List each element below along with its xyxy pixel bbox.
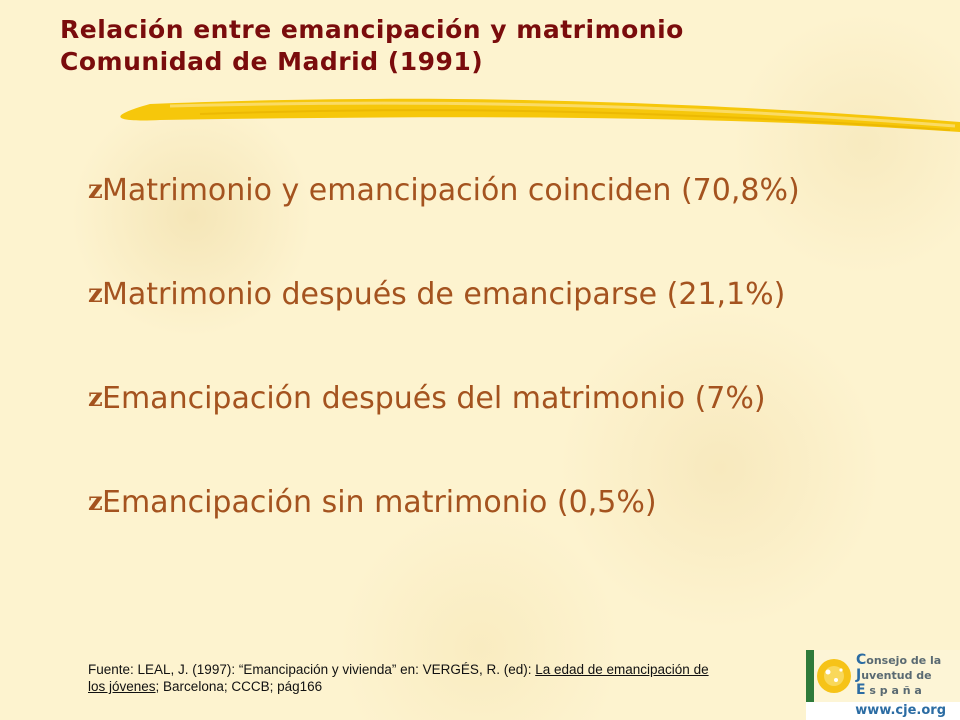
bullet-item: z Emancipación sin matrimonio (0,5%) [88, 450, 928, 554]
bullet-marker-icon: z [88, 383, 103, 413]
source-citation: Fuente: LEAL, J. (1997): “Emancipación y… [88, 661, 728, 695]
title-line-1: Relación entre emancipación y matrimonio [60, 15, 684, 44]
logo-cap-j: J [856, 667, 862, 683]
source-suffix: ; Barcelona; CCCB; pág166 [155, 679, 323, 694]
logo-cap-c: C [856, 652, 867, 668]
sun-icon [817, 659, 851, 693]
logo-edge [806, 650, 814, 720]
bullet-item: z Emancipación después del matrimonio (7… [88, 346, 928, 450]
bullet-text: Matrimonio y emancipación coinciden (70,… [102, 172, 800, 208]
bullet-list: z Matrimonio y emancipación coinciden (7… [88, 138, 928, 554]
logo-url: www.cje.org [806, 702, 960, 720]
logo-line-2: Juventud de [856, 668, 960, 683]
logo-line-1-rest: onsejo de la [866, 654, 942, 667]
slide-title: Relación entre emancipación y matrimonio… [60, 14, 940, 78]
source-book-title: La edad de emancipación de los jóvenes [88, 662, 709, 694]
bullet-marker-icon: z [88, 175, 103, 205]
bullet-item: z Matrimonio después de emanciparse (21,… [88, 242, 928, 346]
bullet-text: Matrimonio después de emanciparse (21,1%… [102, 276, 786, 312]
bullet-item: z Matrimonio y emancipación coinciden (7… [88, 138, 928, 242]
source-prefix: Fuente: LEAL, J. (1997): “Emancipación y… [88, 662, 536, 677]
cje-logo: Consejo de la Juventud de E s p a ñ a ww… [806, 650, 960, 720]
logo-line-1: Consejo de la [856, 653, 960, 668]
bullet-text: Emancipación después del matrimonio (7%) [102, 380, 766, 416]
logo-cap-e: E [856, 682, 866, 698]
logo-line-2-rest: uventud de [861, 669, 932, 682]
title-line-2: Comunidad de Madrid (1991) [60, 47, 484, 76]
logo-text: Consejo de la Juventud de E s p a ñ a [856, 653, 960, 698]
bullet-text: Emancipación sin matrimonio (0,5%) [102, 484, 657, 520]
bullet-marker-icon: z [88, 279, 103, 309]
title-underline-stroke [120, 98, 960, 132]
logo-line-3: E s p a ñ a [856, 683, 960, 698]
bullet-marker-icon: z [88, 487, 103, 517]
logo-line-3-rest: s p a ñ a [865, 684, 922, 697]
